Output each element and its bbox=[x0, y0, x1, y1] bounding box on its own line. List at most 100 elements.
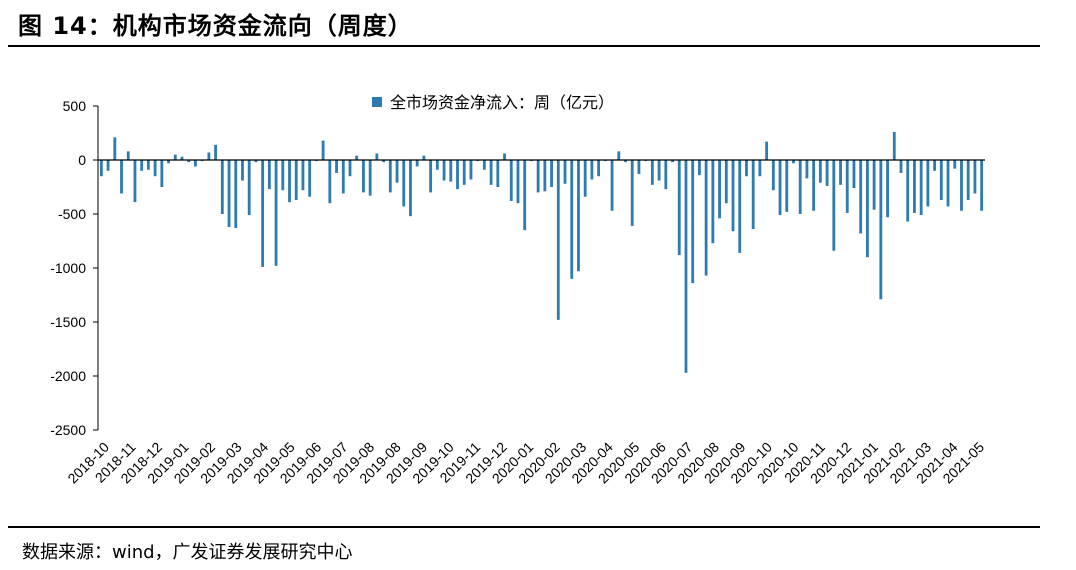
bar bbox=[865, 160, 869, 258]
bar bbox=[691, 160, 695, 284]
bar bbox=[745, 160, 748, 177]
bar bbox=[207, 152, 211, 160]
title-rule bbox=[8, 45, 1040, 47]
bar bbox=[939, 160, 943, 200]
bar bbox=[274, 160, 278, 266]
bar bbox=[133, 160, 137, 203]
bar bbox=[570, 160, 574, 279]
bar bbox=[704, 160, 708, 276]
bar bbox=[429, 160, 433, 193]
bar bbox=[946, 160, 950, 207]
bar bbox=[892, 131, 896, 160]
bar bbox=[362, 160, 365, 193]
bar bbox=[933, 160, 937, 171]
bar bbox=[798, 160, 802, 214]
bar bbox=[402, 160, 406, 207]
bar bbox=[550, 160, 553, 187]
net-inflow-bar-chart: 500 0 -500 -1000 -1500 -2000 -2500 2018-102018… bbox=[50, 93, 987, 487]
bar bbox=[247, 160, 251, 216]
bar bbox=[442, 160, 446, 181]
bar bbox=[859, 160, 863, 234]
bar bbox=[180, 156, 184, 160]
bar bbox=[234, 160, 238, 229]
bar bbox=[99, 160, 103, 177]
bar bbox=[778, 160, 782, 216]
bar bbox=[543, 160, 547, 192]
bar bbox=[126, 151, 130, 160]
bar bbox=[422, 155, 426, 160]
bar bbox=[610, 160, 614, 211]
bar bbox=[120, 160, 123, 194]
y-tick-label: 0 bbox=[78, 152, 86, 168]
bar bbox=[449, 160, 453, 182]
bar bbox=[214, 144, 217, 160]
bar-series bbox=[99, 131, 984, 373]
bar bbox=[731, 160, 735, 232]
bar bbox=[496, 160, 500, 187]
bar bbox=[664, 160, 668, 190]
bar bbox=[590, 160, 594, 180]
bar bbox=[637, 160, 641, 175]
y-tick-label: -2500 bbox=[50, 422, 86, 438]
bar bbox=[382, 160, 385, 163]
bar bbox=[254, 160, 258, 163]
bar bbox=[724, 160, 728, 204]
bar bbox=[657, 160, 661, 181]
bar bbox=[415, 160, 419, 167]
bar bbox=[375, 153, 379, 160]
bar bbox=[523, 160, 527, 231]
bar bbox=[563, 160, 567, 184]
bar bbox=[153, 160, 157, 177]
bar bbox=[261, 160, 265, 267]
bar bbox=[711, 160, 715, 244]
bar bbox=[751, 160, 755, 230]
bar bbox=[805, 160, 809, 179]
legend-label: 全市场资金净流入：周（亿元） bbox=[390, 93, 614, 112]
bar bbox=[288, 160, 291, 203]
bar bbox=[267, 160, 271, 190]
bar bbox=[348, 160, 352, 177]
bar bbox=[187, 160, 191, 163]
y-tick-label: -2000 bbox=[50, 368, 86, 384]
bar bbox=[160, 160, 164, 187]
bar bbox=[308, 160, 312, 197]
figure-title: 图 14：机构市场资金流向（周度） bbox=[18, 12, 413, 40]
bar bbox=[839, 160, 842, 185]
bar bbox=[886, 160, 889, 218]
bar bbox=[106, 160, 110, 171]
bar bbox=[966, 160, 970, 200]
bar bbox=[677, 160, 681, 256]
x-axis-labels: 2018-102018-112018-122019-012019-022019-… bbox=[64, 439, 987, 487]
bar bbox=[227, 160, 231, 227]
bar bbox=[241, 160, 244, 181]
bar bbox=[335, 160, 338, 173]
bar bbox=[536, 160, 540, 193]
bar bbox=[671, 160, 674, 163]
bar bbox=[489, 160, 493, 185]
bar bbox=[456, 160, 459, 190]
bar bbox=[220, 160, 224, 214]
bar bbox=[469, 160, 473, 180]
bar bbox=[281, 160, 285, 191]
bar bbox=[960, 160, 963, 211]
bar bbox=[630, 160, 634, 226]
source-rule bbox=[8, 526, 1040, 528]
bar bbox=[879, 160, 883, 300]
bar bbox=[368, 160, 372, 196]
bar bbox=[785, 160, 789, 212]
bar bbox=[597, 160, 601, 177]
bar bbox=[294, 160, 298, 200]
bar bbox=[146, 160, 150, 170]
bar bbox=[973, 160, 977, 194]
bar bbox=[650, 160, 654, 185]
bar bbox=[388, 160, 392, 193]
bar bbox=[321, 140, 325, 160]
bar bbox=[140, 160, 144, 171]
bar bbox=[617, 151, 621, 160]
bar bbox=[113, 137, 117, 160]
bar bbox=[926, 160, 930, 207]
bar bbox=[328, 160, 332, 204]
y-axis: 500 0 -500 -1000 -1500 -2000 -2500 bbox=[50, 98, 99, 438]
y-tick-label: 500 bbox=[63, 98, 87, 114]
legend-swatch bbox=[372, 97, 382, 107]
